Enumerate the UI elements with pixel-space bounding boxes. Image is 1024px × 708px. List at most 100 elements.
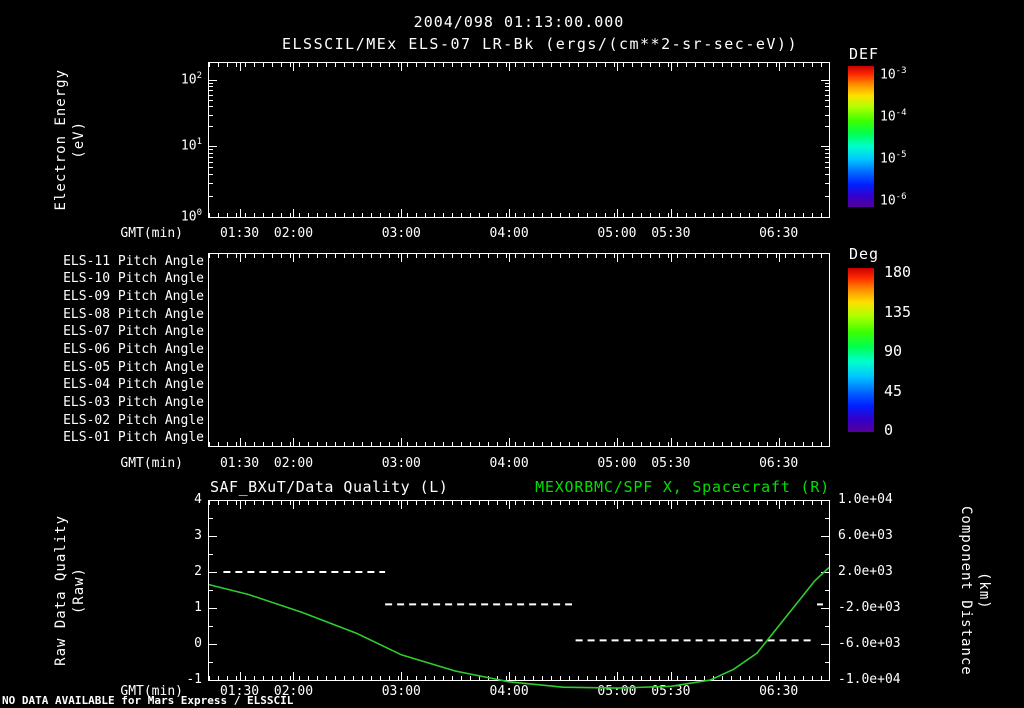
x-major-tick bbox=[778, 63, 780, 71]
y-minor-tick bbox=[825, 83, 829, 84]
y-minor-tick bbox=[209, 126, 213, 127]
pitch-row-label: ELS-11 Pitch Angle bbox=[63, 253, 204, 269]
y-minor-tick bbox=[825, 86, 829, 87]
distance-ytick-label: -6.0e+03 bbox=[838, 636, 901, 651]
distance-ytick-label: -2.0e+03 bbox=[838, 600, 901, 615]
x-major-tick bbox=[670, 254, 672, 262]
y-minor-tick bbox=[825, 554, 829, 555]
distance-axis-title-line: (km) bbox=[976, 572, 992, 610]
y-minor-tick bbox=[825, 90, 829, 91]
y-major-tick bbox=[209, 572, 217, 573]
x-tick-label: 03:00 bbox=[381, 226, 421, 241]
deg-colorbar-tick-label: 90 bbox=[884, 342, 903, 360]
x-major-tick bbox=[509, 501, 511, 509]
y-minor-tick bbox=[209, 149, 213, 150]
quality-ytick-label: -1 bbox=[186, 672, 202, 687]
pitch-row-label: ELS-01 Pitch Angle bbox=[63, 430, 204, 446]
y-minor-tick bbox=[825, 95, 829, 96]
gmt-axis-label: GMT(min) bbox=[120, 226, 183, 241]
y-major-tick bbox=[209, 536, 217, 537]
energy-ytick-label: 100 bbox=[180, 208, 202, 225]
x-major-tick bbox=[293, 209, 295, 217]
x-tick-label: 02:00 bbox=[273, 684, 314, 699]
y-major-tick bbox=[209, 80, 217, 81]
y-minor-tick bbox=[825, 153, 829, 154]
x-major-tick bbox=[616, 672, 618, 680]
energy-spectrogram-panel bbox=[208, 62, 830, 218]
y-minor-tick bbox=[209, 83, 213, 84]
y-major-tick bbox=[209, 608, 217, 609]
x-major-tick bbox=[401, 254, 403, 262]
quality-axis-title: Raw Data Quality (Raw) bbox=[48, 500, 92, 681]
pitch-row-label: ELS-08 Pitch Angle bbox=[63, 306, 204, 322]
energy-axis-title-line: Electron Energy bbox=[53, 69, 69, 211]
x-major-tick bbox=[239, 438, 241, 446]
y-major-tick bbox=[821, 536, 829, 537]
distance-ytick-label: 6.0e+03 bbox=[838, 528, 893, 543]
quality-distance-chart bbox=[208, 566, 830, 689]
x-major-tick bbox=[239, 672, 241, 680]
y-major-tick bbox=[821, 608, 829, 609]
distance-axis-title-line: Component Distance bbox=[958, 506, 974, 676]
y-minor-tick bbox=[825, 126, 829, 127]
y-minor-tick bbox=[209, 100, 213, 101]
x-major-tick bbox=[670, 63, 672, 71]
x-tick-label: 01:30 bbox=[219, 226, 260, 241]
x-major-tick bbox=[616, 438, 618, 446]
x-tick-label: 03:00 bbox=[381, 684, 421, 699]
deg-colorbar-tick-label: 45 bbox=[884, 382, 903, 400]
pitch-row-label: ELS-04 Pitch Angle bbox=[63, 377, 204, 393]
x-tick-label: 04:00 bbox=[489, 456, 529, 471]
y-minor-tick bbox=[825, 100, 829, 101]
pitch-row-label: ELS-07 Pitch Angle bbox=[63, 324, 204, 340]
x-tick-label: 04:00 bbox=[489, 226, 529, 241]
gmt-axis-label: GMT(min) bbox=[120, 684, 183, 699]
pitch-angle-panel bbox=[208, 253, 830, 447]
x-major-tick bbox=[509, 63, 511, 71]
x-major-tick bbox=[293, 63, 295, 71]
x-major-tick bbox=[778, 254, 780, 262]
y-minor-tick bbox=[825, 106, 829, 107]
y-minor-tick bbox=[209, 106, 213, 107]
y-major-tick bbox=[821, 80, 829, 81]
x-major-tick bbox=[239, 63, 241, 71]
exponent: -5 bbox=[895, 150, 907, 160]
y-minor-tick bbox=[209, 90, 213, 91]
x-tick-label: 03:00 bbox=[381, 456, 421, 471]
quality-distance-panel bbox=[208, 500, 830, 681]
def-colorbar-tick-label: 10-5 bbox=[880, 150, 907, 167]
x-tick-label: 05:00 bbox=[597, 226, 637, 241]
distance-ytick-label: -1.0e+04 bbox=[838, 672, 901, 687]
def-colorbar-title: DEF bbox=[849, 45, 880, 63]
def-colorbar-tick-label: 10-3 bbox=[880, 66, 907, 83]
plot-title: ELSSCIL/MEx ELS-07 LR-Bk (ergs/(cm**2-sr… bbox=[281, 35, 798, 53]
quality-series-title: SAF_BXuT/Data Quality (L) bbox=[210, 478, 449, 496]
y-minor-tick bbox=[209, 554, 213, 555]
pitch-row-label: ELS-05 Pitch Angle bbox=[63, 359, 204, 375]
deg-colorbar-tick-label: 180 bbox=[884, 263, 912, 281]
spacecraft-x-distance-curve bbox=[208, 566, 830, 689]
y-minor-tick bbox=[209, 626, 213, 627]
gmt-axis-label: GMT(min) bbox=[120, 456, 183, 471]
distance-series-title: MEXORBMC/SPF X, Spacecraft (R) bbox=[535, 478, 830, 496]
x-major-tick bbox=[778, 209, 780, 217]
y-minor-tick bbox=[209, 95, 213, 96]
y-major-tick bbox=[821, 644, 829, 645]
y-minor-tick bbox=[209, 590, 213, 591]
y-minor-tick bbox=[825, 196, 829, 197]
x-major-tick bbox=[778, 501, 780, 509]
y-minor-tick bbox=[209, 157, 213, 158]
x-tick-label: 06:30 bbox=[759, 226, 799, 241]
timestamp-title: 2004/098 01:13:00.000 bbox=[413, 13, 625, 31]
pitch-row-label: ELS-09 Pitch Angle bbox=[63, 289, 204, 305]
y-major-tick bbox=[821, 572, 829, 573]
y-minor-tick bbox=[825, 590, 829, 591]
pitch-row-label: ELS-10 Pitch Angle bbox=[63, 271, 204, 287]
energy-axis-title: Electron Energy (eV) bbox=[48, 62, 92, 218]
pitch-row-label: ELS-02 Pitch Angle bbox=[63, 412, 204, 428]
y-minor-tick bbox=[825, 167, 829, 168]
quality-axis-title-line: (Raw) bbox=[71, 566, 87, 615]
def-colorbar-tick-label: 10-6 bbox=[880, 192, 907, 209]
y-minor-tick bbox=[209, 162, 213, 163]
